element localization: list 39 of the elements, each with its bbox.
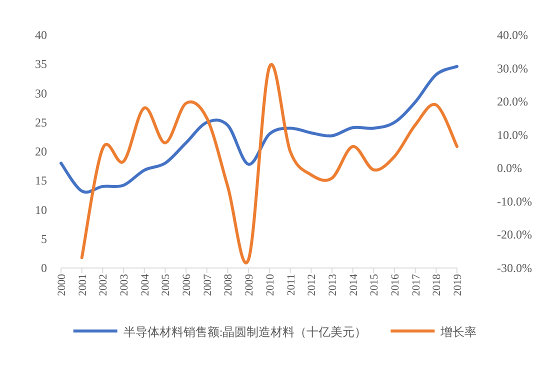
y-tick-label: 10: [35, 202, 47, 217]
y-tick-label: 0: [41, 261, 47, 275]
y2-tick-label: -20.0%: [497, 228, 532, 242]
y2-tick-label: -30.0%: [497, 261, 532, 275]
x-tick-label: 2004: [139, 274, 152, 296]
x-tick-label: 2005: [160, 274, 172, 296]
x-tick-label: 2018: [431, 274, 444, 296]
x-tick-label: 2008: [222, 274, 235, 296]
y2-tick-label: 40.0%: [497, 28, 528, 42]
x-tick-label: 2017: [410, 274, 422, 296]
x-tick-label: 2000: [56, 274, 68, 296]
y-tick-label: 20: [35, 144, 47, 158]
x-tick-label: 2019: [452, 274, 464, 296]
x-tick-label: 2014: [348, 274, 360, 296]
y2-tick-label: 10.0%: [497, 128, 528, 142]
y2-tick-label: 30.0%: [497, 61, 528, 76]
y-tick-label: 5: [41, 232, 47, 246]
x-tick-label: 2006: [181, 274, 194, 296]
y-tick-label: 30: [35, 86, 47, 100]
x-tick-label: 2007: [202, 274, 214, 296]
y-tick-label: 40: [35, 28, 47, 42]
y-tick-label: 25: [35, 115, 47, 130]
x-tick-label: 2013: [326, 274, 339, 296]
y-tick-label: 15: [35, 174, 47, 188]
y2-tick-label: 0.0%: [497, 161, 522, 176]
legend-label: 半导体材料销售额:晶圆制造材料（十亿美元）: [123, 325, 367, 339]
x-tick-label: 2003: [118, 274, 131, 296]
y2-tick-label: -10.0%: [497, 194, 532, 208]
legend-label: 增长率: [440, 325, 477, 339]
x-tick-label: 2001: [76, 274, 89, 296]
x-tick-label: 2010: [264, 274, 276, 296]
x-tick-label: 2015: [368, 274, 381, 296]
x-tick-label: 2011: [285, 274, 298, 296]
y2-tick-label: 20.0%: [497, 94, 528, 109]
y-tick-label: 35: [35, 57, 47, 72]
x-tick-label: 2012: [306, 274, 318, 296]
x-tick-label: 2002: [98, 274, 110, 296]
x-tick-label: 2016: [389, 274, 402, 296]
x-tick-label: 2009: [244, 274, 256, 296]
